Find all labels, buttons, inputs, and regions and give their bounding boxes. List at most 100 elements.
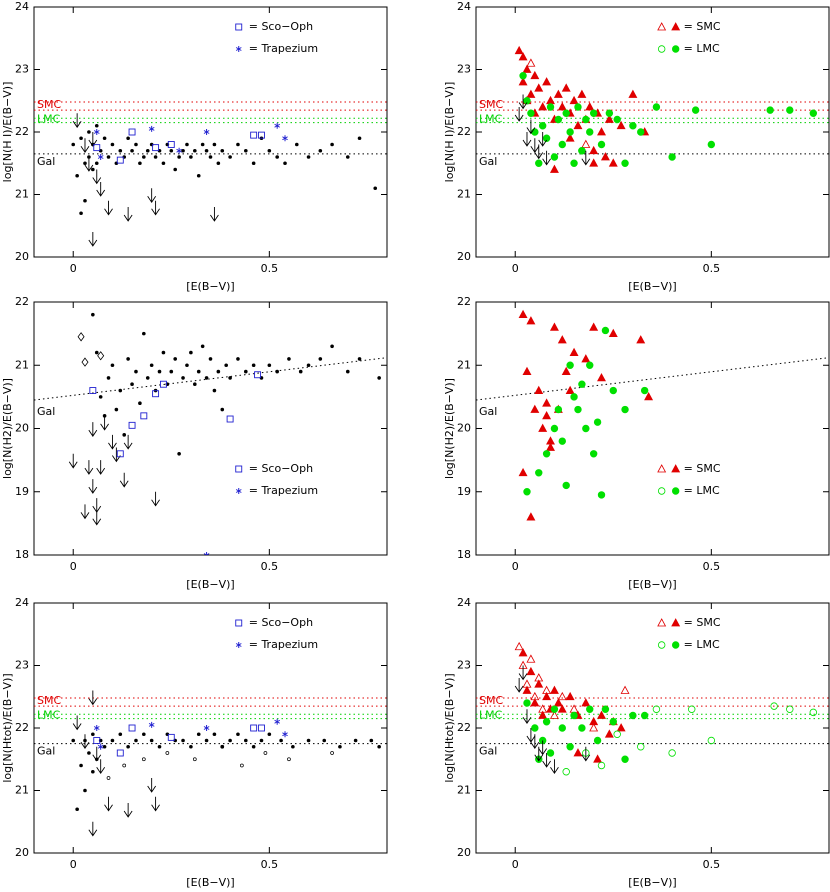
upper-limit: [522, 709, 532, 725]
upper-limit: [119, 472, 129, 488]
data-point: [152, 144, 160, 152]
y-tick-label: 24: [457, 0, 471, 13]
data-point: [597, 373, 606, 382]
upper-limit: [514, 678, 524, 693]
plot-frame: [475, 6, 830, 258]
data-point: [523, 699, 531, 707]
data-point: [203, 552, 210, 555]
data-point: [161, 161, 166, 166]
data-point: [220, 148, 225, 153]
data-point: [522, 685, 532, 694]
legend-label: = Sco−Oph: [249, 462, 313, 475]
data-point: [535, 469, 543, 477]
data-point: [196, 173, 201, 178]
upper-limit: [534, 144, 544, 160]
data-point: [235, 488, 242, 494]
y-tick-label: 20: [457, 846, 471, 859]
data-point: [707, 140, 716, 149]
legend-marker: [657, 641, 666, 649]
data-point: [577, 89, 587, 98]
data-point: [574, 405, 582, 414]
y-axis-label: log[N(H2)/E(B−V)]: [443, 378, 456, 479]
data-point: [573, 120, 583, 130]
data-point: [553, 698, 563, 707]
data-point: [116, 156, 124, 164]
data-point: [597, 127, 606, 136]
data-point: [118, 148, 123, 153]
data-point: [282, 731, 288, 738]
data-point: [668, 153, 676, 161]
data-point: [608, 328, 618, 338]
data-point: [526, 89, 536, 98]
data-point: [128, 421, 136, 429]
data-point: [581, 698, 591, 707]
data-point: [142, 331, 146, 336]
data-point: [258, 724, 265, 732]
upper-limit: [538, 132, 548, 147]
data-point: [306, 738, 311, 743]
y-tick-label: 22: [457, 295, 471, 308]
legend-marker: [657, 618, 667, 627]
data-point: [597, 710, 606, 719]
data-point: [87, 130, 91, 134]
data-point: [550, 424, 559, 433]
data-point: [298, 369, 303, 374]
data-point: [192, 757, 197, 762]
data-point: [200, 344, 205, 349]
data-point: [98, 395, 103, 399]
data-point: [522, 366, 532, 375]
reference-label: SMC: [37, 98, 61, 111]
data-point: [110, 142, 115, 147]
data-point: [546, 95, 555, 105]
data-point: [526, 58, 536, 67]
upper-limit: [550, 759, 559, 775]
x-axis-label: [E(B−V)]: [186, 578, 234, 591]
upper-limit: [111, 447, 121, 463]
reference-label: Gal: [37, 405, 55, 418]
data-point: [535, 159, 543, 167]
upper-limit: [542, 150, 551, 166]
data-point: [526, 654, 536, 663]
data-point: [306, 155, 311, 159]
upper-limit: [92, 746, 102, 762]
legend-label: = LMC: [684, 638, 720, 651]
data-point: [93, 129, 100, 135]
data-point: [267, 148, 272, 153]
data-point: [177, 452, 181, 456]
data-point: [518, 309, 528, 319]
x-tick-label: 0: [70, 858, 77, 871]
data-point: [605, 109, 614, 117]
data-point: [593, 754, 603, 763]
data-point: [707, 736, 716, 745]
data-point: [586, 128, 594, 136]
data-point: [546, 749, 555, 757]
data-point: [118, 732, 123, 737]
plot-area: [476, 45, 829, 173]
data-point: [267, 732, 272, 737]
legend-marker: [671, 641, 680, 649]
data-point: [377, 376, 381, 380]
data-point: [593, 736, 602, 745]
y-tick-label: 19: [457, 485, 471, 498]
reference-label: LMC: [37, 708, 61, 721]
upper-limit: [88, 479, 98, 494]
data-point: [149, 738, 154, 743]
legend-marker: [671, 618, 681, 627]
data-point: [542, 718, 551, 726]
data-point: [193, 148, 197, 153]
y-tick-label: 22: [15, 125, 29, 138]
data-point: [89, 387, 97, 394]
data-point: [550, 705, 559, 713]
data-point: [235, 465, 243, 473]
data-point: [145, 148, 150, 153]
panel: 20 21 22 23 24 0 0.5 [E(B−V)] log[N(H I)/E(B−V)]…: [443, 0, 830, 293]
x-tick-label: 0.5: [261, 560, 279, 573]
y-tick-label: 23: [15, 63, 29, 76]
data-point: [770, 702, 778, 710]
plot-frame: [33, 6, 388, 258]
y-tick-label: 23: [457, 659, 471, 672]
data-point: [116, 450, 124, 458]
data-point: [530, 404, 540, 413]
data-point: [208, 357, 213, 361]
reference-label: Gal: [479, 155, 497, 168]
